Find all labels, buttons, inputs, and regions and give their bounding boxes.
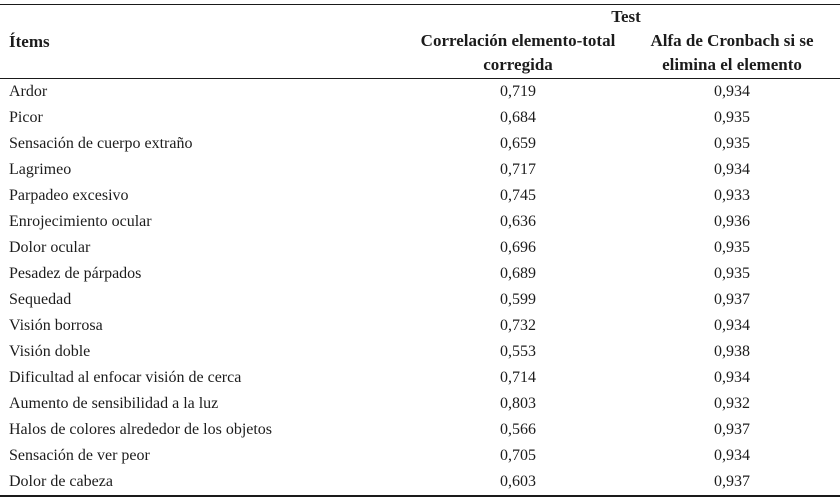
alpha-if-deleted-cell: 0,934 xyxy=(714,369,750,386)
corr-header-line2: corregida xyxy=(483,55,553,74)
table-row: Parpadeo excesivo 0,745 0,933 xyxy=(0,183,840,209)
item-label-cell: Aumento de sensibilidad a la luz xyxy=(9,395,219,412)
column-header-row: Correlación elemento-total corregida Alf… xyxy=(0,28,840,79)
corrected-correlation-cell: 0,732 xyxy=(500,317,536,334)
alpha-if-deleted-cell: 0,935 xyxy=(714,239,750,256)
table-row: Lagrimeo 0,717 0,934 xyxy=(0,157,840,183)
corrected-correlation-cell: 0,603 xyxy=(500,473,536,490)
item-label-cell: Sequedad xyxy=(9,291,72,308)
alpha-if-deleted-cell: 0,935 xyxy=(714,135,750,152)
alpha-if-deleted-cell: 0,934 xyxy=(714,447,750,464)
corrected-correlation-cell: 0,719 xyxy=(500,83,536,100)
table-row: Sensación de cuerpo extraño 0,659 0,935 xyxy=(0,131,840,157)
item-label-cell: Pesadez de párpados xyxy=(9,265,142,282)
table-row: Visión doble 0,553 0,938 xyxy=(0,339,840,365)
alpha-if-deleted-cell: 0,933 xyxy=(714,187,750,204)
table-row: Dolor de cabeza 0,603 0,937 xyxy=(0,469,840,496)
corrected-correlation-cell: 0,714 xyxy=(500,369,536,386)
cronbach-alpha-if-deleted-header: Alfa de Cronbach si se elimina el elemen… xyxy=(624,28,840,79)
alpha-if-deleted-cell: 0,938 xyxy=(714,343,750,360)
table-row: Ardor 0,719 0,934 xyxy=(0,79,840,106)
item-label-cell: Dolor de cabeza xyxy=(9,473,113,490)
corrected-correlation-cell: 0,745 xyxy=(500,187,536,204)
item-label-cell: Parpadeo excesivo xyxy=(9,187,129,204)
item-label-cell: Lagrimeo xyxy=(9,161,72,178)
item-label-cell: Visión borrosa xyxy=(9,317,103,334)
corrected-correlation-cell: 0,684 xyxy=(500,109,536,126)
corr-header-line1: Correlación elemento-total xyxy=(420,31,616,50)
test-group-header: Test xyxy=(611,7,641,26)
corrected-correlation-cell: 0,599 xyxy=(500,291,536,308)
item-label-cell: Sensación de cuerpo extraño xyxy=(9,135,193,152)
table-row: Sensación de ver peor 0,705 0,934 xyxy=(0,443,840,469)
corrected-correlation-cell: 0,659 xyxy=(500,135,536,152)
items-column-header: Ítems xyxy=(9,31,50,51)
item-label-cell: Visión doble xyxy=(9,343,91,360)
table-body: Ardor 0,719 0,934 Picor 0,684 0,935 Sens… xyxy=(0,79,840,497)
alpha-if-deleted-cell: 0,934 xyxy=(714,161,750,178)
item-label-cell: Picor xyxy=(9,109,43,126)
alpha-if-deleted-cell: 0,937 xyxy=(714,291,750,308)
table-row: Visión borrosa 0,732 0,934 xyxy=(0,313,840,339)
alpha-if-deleted-cell: 0,937 xyxy=(714,421,750,438)
alfa-header-line1: Alfa de Cronbach si se xyxy=(650,31,814,50)
corrected-correlation-cell: 0,553 xyxy=(500,343,536,360)
alpha-if-deleted-cell: 0,936 xyxy=(714,213,750,230)
table-row: Dificultad al enfocar visión de cerca 0,… xyxy=(0,365,840,391)
corrected-correlation-cell: 0,636 xyxy=(500,213,536,230)
alpha-if-deleted-cell: 0,937 xyxy=(714,473,750,490)
table-header: Ítems Test Correlación elemento-total co… xyxy=(0,5,840,79)
alpha-if-deleted-cell: 0,934 xyxy=(714,83,750,100)
corrected-correlation-cell: 0,689 xyxy=(500,265,536,282)
alfa-header-line2: elimina el elemento xyxy=(662,55,802,74)
corrected-correlation-cell: 0,705 xyxy=(500,447,536,464)
alpha-if-deleted-cell: 0,934 xyxy=(714,317,750,334)
alpha-if-deleted-cell: 0,932 xyxy=(714,395,750,412)
item-label-cell: Ardor xyxy=(9,83,48,100)
item-label-cell: Dolor ocular xyxy=(9,239,91,256)
item-label-cell: Sensación de ver peor xyxy=(9,447,150,464)
item-label-cell: Dificultad al enfocar visión de cerca xyxy=(9,369,242,386)
corrected-correlation-cell: 0,566 xyxy=(500,421,536,438)
table-row: Pesadez de párpados 0,689 0,935 xyxy=(0,261,840,287)
table-row: Halos de colores alrededor de los objeto… xyxy=(0,417,840,443)
table-row: Enrojecimiento ocular 0,636 0,936 xyxy=(0,209,840,235)
group-header-row: Ítems Test xyxy=(0,5,840,51)
reliability-table: Ítems Test Correlación elemento-total co… xyxy=(0,4,840,497)
item-label-cell: Halos de colores alrededor de los objeto… xyxy=(9,421,273,438)
alpha-if-deleted-cell: 0,935 xyxy=(714,109,750,126)
table-row: Picor 0,684 0,935 xyxy=(0,105,840,131)
table-row: Aumento de sensibilidad a la luz 0,803 0… xyxy=(0,391,840,417)
corrected-correlation-cell: 0,803 xyxy=(500,395,536,412)
corrected-item-total-correlation-header: Correlación elemento-total corregida xyxy=(412,28,624,79)
item-label-cell: Enrojecimiento ocular xyxy=(9,213,152,230)
corrected-correlation-cell: 0,696 xyxy=(500,239,536,256)
table-row: Sequedad 0,599 0,937 xyxy=(0,287,840,313)
alpha-if-deleted-cell: 0,935 xyxy=(714,265,750,282)
table-row: Dolor ocular 0,696 0,935 xyxy=(0,235,840,261)
corrected-correlation-cell: 0,717 xyxy=(500,161,536,178)
